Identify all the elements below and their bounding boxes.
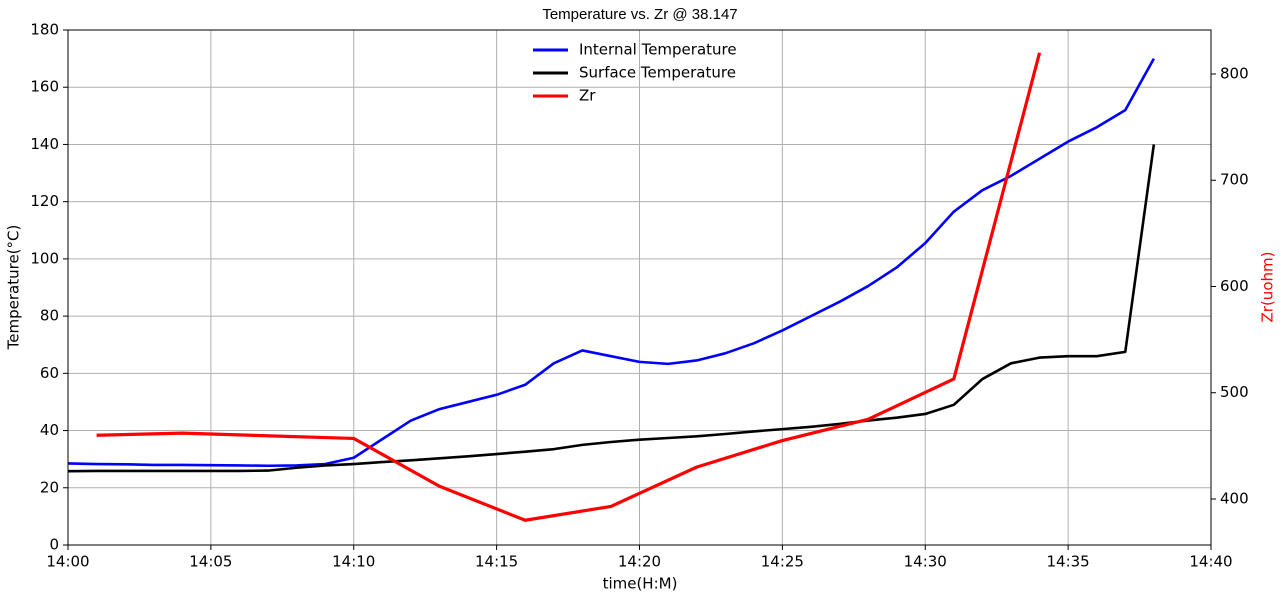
series-line (68, 57, 1155, 468)
x-tick-label: 14:35 (1047, 553, 1090, 571)
y-tick-label: 20 (40, 478, 59, 496)
y2-tick-label: 500 (1220, 383, 1249, 401)
x-tick-label: 14:25 (761, 553, 804, 571)
y-tick-label: 120 (30, 192, 59, 210)
y2-tick-label: 800 (1220, 64, 1249, 82)
series-line (96, 52, 1042, 522)
x-tick-label: 14:00 (46, 553, 89, 571)
y-tick-label: 140 (30, 135, 59, 153)
plot-frame (67, 29, 1212, 546)
x-axis-label: time(H:M) (603, 575, 678, 593)
y-axis-label: Temperature(°C) (5, 225, 23, 351)
legend-label: Internal Temperature (579, 41, 737, 59)
plot-area (68, 52, 1156, 522)
y-tick-label: 80 (40, 307, 59, 325)
series-line (68, 144, 1156, 473)
y2-tick-label: 700 (1220, 171, 1249, 189)
y2-tick-label: 600 (1220, 277, 1249, 295)
y-tick-label: 160 (30, 78, 59, 96)
y-tick-label: 100 (30, 249, 59, 267)
x-tick-label: 14:20 (618, 553, 661, 571)
x-tick-label: 14:10 (332, 553, 375, 571)
chart-title: Temperature vs. Zr @ 38.147 (542, 6, 737, 23)
y-tick-label: 0 (49, 536, 59, 554)
x-tick-label: 14:15 (475, 553, 518, 571)
y-tick-label: 40 (40, 421, 59, 439)
legend-label: Surface Temperature (579, 64, 736, 82)
x-tick-label: 14:30 (904, 553, 947, 571)
y-tick-label: 180 (30, 21, 59, 39)
x-tick-label: 14:05 (189, 553, 232, 571)
x-tick-label: 14:40 (1189, 553, 1232, 571)
y2-axis-label: Zr(uohm) (1259, 252, 1277, 323)
y-tick-label: 60 (40, 364, 59, 382)
legend-label: Zr (579, 87, 596, 105)
y2-tick-label: 400 (1220, 489, 1249, 507)
